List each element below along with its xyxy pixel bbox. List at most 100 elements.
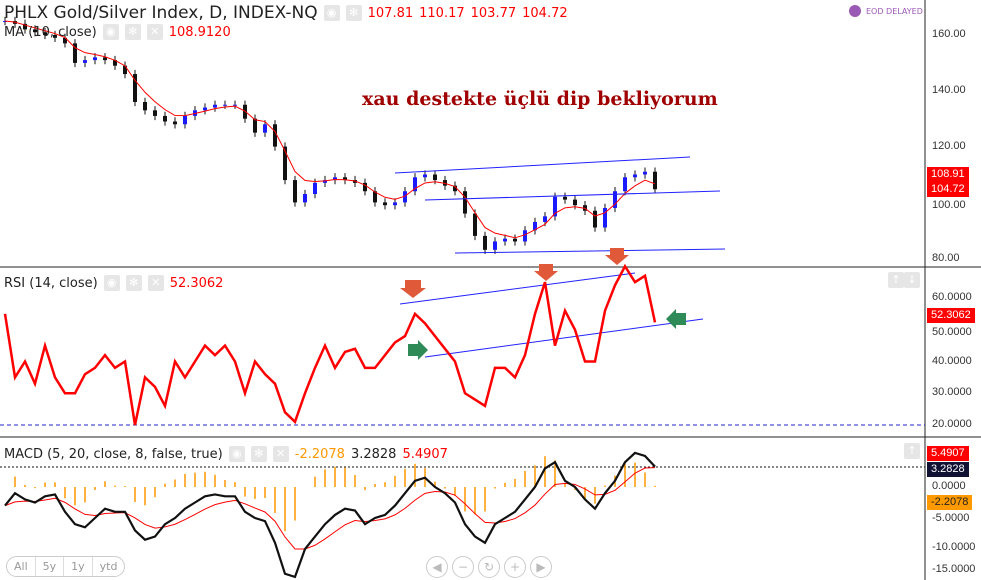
candle <box>173 121 177 125</box>
close-icon[interactable]: ✕ <box>147 275 164 291</box>
candle <box>643 171 647 175</box>
candle <box>183 115 187 125</box>
range-5y-button[interactable]: 5y <box>36 557 65 576</box>
candle <box>273 124 277 147</box>
candle <box>573 199 577 206</box>
range-ytd-button[interactable]: ytd <box>99 560 118 573</box>
gear-icon[interactable]: ✻ <box>125 275 142 291</box>
candle <box>623 177 627 192</box>
candle <box>83 60 87 63</box>
candle <box>33 29 37 33</box>
annotation-text[interactable]: xau destekte üçlü dip bekliyorum <box>362 88 718 110</box>
rsi-tick: 30.0000 <box>932 386 972 398</box>
macd-series <box>4 451 656 579</box>
scroll-right-icon[interactable]: ▶ <box>530 556 552 578</box>
ma-line <box>4 20 656 239</box>
candle <box>73 43 77 63</box>
close-icon[interactable]: ✕ <box>272 446 289 462</box>
macd-tick: -15.0000 <box>932 563 976 575</box>
candle <box>163 115 167 122</box>
candle <box>393 202 397 206</box>
candle <box>323 180 327 183</box>
ma-value: 108.9120 <box>168 24 231 40</box>
arrow-down-icon <box>400 280 426 298</box>
rsi-tick: 50.0000 <box>932 326 972 338</box>
macd-tick: -10.0000 <box>932 541 976 553</box>
candle <box>133 74 137 102</box>
macd-signal-line <box>4 467 656 550</box>
macd-value: 3.2828 <box>350 446 397 462</box>
hist-tag: -2.2078 <box>927 495 973 510</box>
ma-label: MA (10, close) <box>4 24 97 40</box>
rsi-value: 52.3062 <box>169 275 224 291</box>
trendline-upper[interactable] <box>394 156 691 174</box>
range-1y-button[interactable]: 1y <box>64 557 93 576</box>
move-up-icon[interactable]: ↑ <box>904 443 920 459</box>
zoom-in-icon[interactable]: + <box>504 556 526 578</box>
rsi-legend: RSI (14, close) ◉ ✻ ✕ 52.3062 <box>4 275 223 291</box>
trendlines[interactable] <box>394 156 726 360</box>
trendline-support[interactable] <box>454 248 726 254</box>
eod-delayed-badge[interactable]: EOD DELAYED <box>849 5 923 17</box>
rsi-trendline-lower[interactable] <box>424 318 704 358</box>
eye-icon[interactable]: ◉ <box>102 24 119 40</box>
candle <box>23 23 27 30</box>
candle <box>603 207 607 228</box>
symbol-title: PHLX Gold/Silver Index, D, INDEX-NQ <box>4 3 318 23</box>
move-down-icon[interactable]: ↓ <box>904 272 920 288</box>
candle <box>153 110 157 116</box>
rsi-tick: 40.0000 <box>932 355 972 367</box>
ma-price-tag: 108.91 <box>927 167 969 182</box>
arrow-down-icon <box>605 248 629 265</box>
macd-tag: 3.2828 <box>927 462 969 477</box>
reset-icon[interactable]: ↻ <box>478 556 500 578</box>
high-value: 110.17 <box>419 5 465 21</box>
gear-icon[interactable]: ✻ <box>345 5 362 21</box>
rsi-trendline-upper[interactable] <box>399 272 636 305</box>
candle <box>333 177 337 181</box>
close-value: 104.72 <box>522 5 568 21</box>
eye-icon[interactable]: ◉ <box>228 446 245 462</box>
close-icon[interactable]: ✕ <box>146 24 163 40</box>
eye-icon[interactable]: ◉ <box>103 275 120 291</box>
candle <box>283 146 287 181</box>
scroll-left-icon[interactable]: ◀ <box>426 556 448 578</box>
candle <box>593 210 597 228</box>
macd-signal-value: 5.4907 <box>402 446 448 462</box>
candle <box>483 235 487 250</box>
candle <box>213 104 217 108</box>
range-selector: All 5y 1y ytd <box>6 556 126 577</box>
candle <box>313 182 317 195</box>
zoom-out-icon[interactable]: − <box>452 556 474 578</box>
rsi-value-tag: 52.3062 <box>927 308 975 323</box>
trendline-middle[interactable] <box>424 190 721 201</box>
candle <box>93 57 97 61</box>
rsi-tick: 60.0000 <box>932 291 972 303</box>
gear-icon[interactable]: ✻ <box>250 446 267 462</box>
candle <box>143 101 147 111</box>
candle <box>253 118 257 133</box>
low-value: 103.77 <box>470 5 517 21</box>
candle <box>263 124 267 133</box>
rsi-label: RSI (14, close) <box>4 275 98 291</box>
candle <box>473 213 477 236</box>
candle <box>503 238 507 242</box>
candle <box>463 191 467 214</box>
macd-label: MACD (5, 20, close, 8, false, true) <box>4 446 223 462</box>
ma-legend: MA (10, close) ◉ ✻ ✕ 108.9120 <box>4 24 231 40</box>
chart-navigation: ◀ − ↻ + ▶ <box>426 556 552 578</box>
candle <box>343 177 347 181</box>
candle <box>363 182 367 192</box>
gear-icon[interactable]: ✻ <box>124 24 141 40</box>
candle <box>403 191 407 203</box>
rsi-line <box>3 263 657 426</box>
range-all-button[interactable]: All <box>7 557 36 576</box>
eye-icon[interactable]: ◉ <box>323 5 340 21</box>
price-tick: 100.00 <box>932 199 966 211</box>
candle <box>123 65 127 75</box>
candle <box>413 177 417 192</box>
candle <box>53 35 57 38</box>
move-up-icon[interactable]: ↑ <box>888 272 904 288</box>
